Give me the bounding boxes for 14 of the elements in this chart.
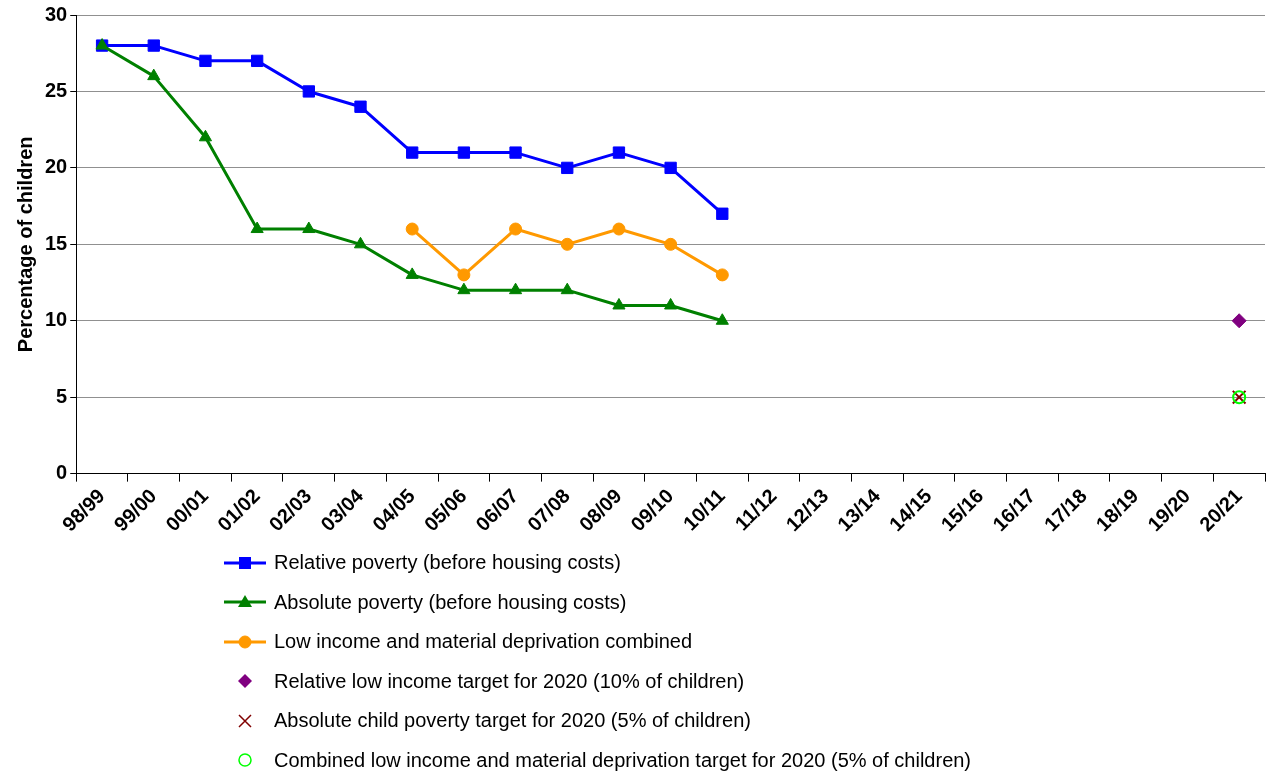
legend-label: Relative low income target for 2020 (10% of children) [274,669,745,693]
legend-label: Combined low income and material deprivation target for 2020 (5% of children) [274,748,972,772]
y-tick-label: 10 [45,308,68,331]
legend-label: Absolute poverty (before housing costs) [274,590,627,614]
y-tick-label: 20 [45,155,68,178]
y-tick-label: 30 [45,2,68,25]
legend-label: Low income and material deprivation combined [274,630,693,654]
legend-label: Relative poverty (before housing costs) [274,551,621,575]
y-tick-label: 15 [45,231,68,254]
y-axis-title: Percentage of children [13,136,36,353]
y-tick-label: 0 [56,461,68,484]
y-tick-label: 5 [56,384,68,407]
y-tick-label: 25 [45,78,68,101]
legend-label: Absolute child poverty target for 2020 (5% of children) [274,709,751,733]
